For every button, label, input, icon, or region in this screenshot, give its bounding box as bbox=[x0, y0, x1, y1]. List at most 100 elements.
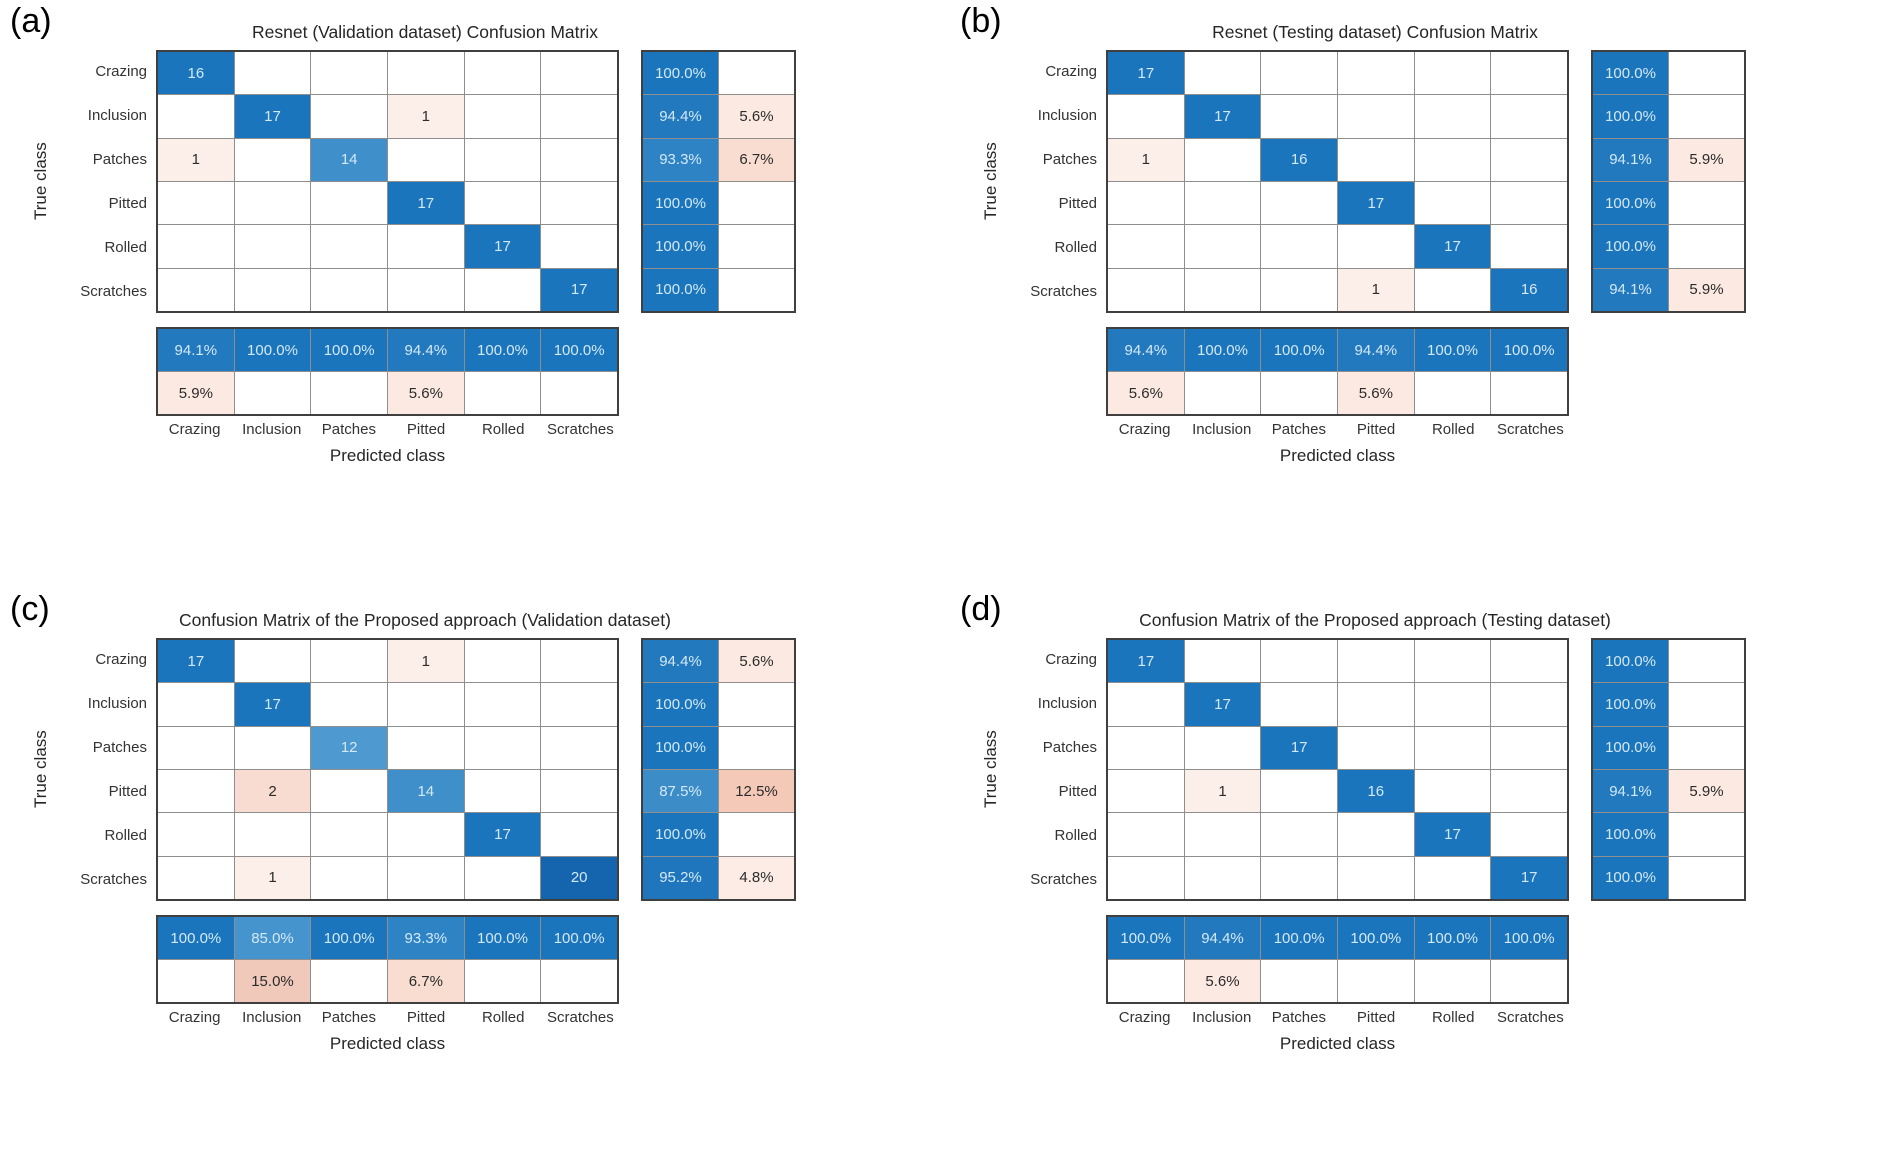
matrix-cell bbox=[1184, 138, 1261, 181]
matrix-cell bbox=[1337, 813, 1414, 856]
matrix-cell: 12 bbox=[311, 726, 387, 769]
row-summary: 94.4% 5.6% 100.0% 100.0% 87.5% 12.5% 100.0% 95.… bbox=[641, 638, 796, 901]
col-summary-error-cell: 5.6% bbox=[1184, 960, 1261, 1002]
matrix-cell bbox=[464, 181, 541, 225]
row-summary-correct-cell: 100.0% bbox=[1593, 95, 1668, 138]
col-summary-error-cell bbox=[1414, 372, 1491, 414]
x-tick-label: Pitted bbox=[1356, 1009, 1396, 1026]
row-summary-correct-cell: 100.0% bbox=[643, 181, 718, 225]
matrix-cell: 17 bbox=[1108, 52, 1184, 95]
matrix-cell bbox=[234, 726, 311, 769]
matrix-cell bbox=[464, 268, 541, 311]
matrix-cell bbox=[311, 268, 387, 311]
matrix-cell bbox=[1337, 225, 1414, 268]
col-summary-correct-cell: 94.4% bbox=[1108, 329, 1184, 371]
matrix-cell bbox=[387, 726, 464, 769]
y-tick-labels: Crazing Inclusion Patches Pitted Rolled Scrat… bbox=[54, 638, 156, 901]
panel-letter-d: (d) bbox=[960, 590, 1002, 628]
matrix-cell bbox=[1261, 225, 1337, 268]
matrix-cell bbox=[1337, 683, 1414, 726]
matrix-cell bbox=[1108, 813, 1184, 856]
matrix-cell bbox=[1337, 52, 1414, 95]
x-tick-label: Rolled bbox=[1431, 421, 1475, 438]
col-summary-error-cell bbox=[1414, 960, 1491, 1002]
row-summary-error-cell bbox=[719, 268, 794, 311]
y-tick-label: Patches bbox=[1042, 739, 1097, 757]
matrix-cell bbox=[1414, 769, 1491, 813]
matrix-cell: 17 bbox=[1414, 225, 1491, 268]
matrix-grid: 16 17 1 1 14 17 17 17 bbox=[156, 50, 619, 313]
matrix-cell: 17 bbox=[1491, 856, 1567, 899]
matrix-cell bbox=[464, 52, 541, 95]
row-summary-error-cell bbox=[719, 52, 794, 95]
x-tick-label: Patches bbox=[321, 421, 376, 438]
col-summary-correct-cell: 100.0% bbox=[541, 329, 617, 371]
matrix-cell bbox=[541, 640, 617, 683]
x-tick-label: Inclusion bbox=[242, 421, 302, 438]
y-tick-label: Pitted bbox=[1058, 194, 1097, 212]
col-summary: 100.0% 85.0% 100.0% 93.3% 100.0% 100.0% 15.0% 6… bbox=[156, 915, 619, 1004]
col-summary-correct-cell: 94.4% bbox=[1337, 329, 1414, 371]
matrix-cell bbox=[1491, 769, 1567, 813]
row-summary-correct-cell: 94.4% bbox=[643, 640, 718, 683]
matrix-cell bbox=[1108, 856, 1184, 899]
matrix-cell bbox=[1414, 640, 1491, 683]
col-summary-error-cell bbox=[311, 960, 387, 1002]
matrix-cell bbox=[311, 813, 387, 856]
confusion-plot-b: Resnet (Testing dataset) Confusion Matri… bbox=[978, 4, 1746, 473]
col-summary-correct-cell: 100.0% bbox=[1414, 329, 1491, 371]
y-tick-label: Scratches bbox=[80, 282, 147, 300]
row-summary-error-cell bbox=[1669, 52, 1744, 95]
panel-c: (c) Confusion Matrix of the Proposed appr… bbox=[0, 588, 950, 1176]
matrix-cell bbox=[464, 856, 541, 899]
col-summary-error-cell bbox=[1491, 372, 1567, 414]
col-summary: 100.0% 94.4% 100.0% 100.0% 100.0% 100.0% 5.6% bbox=[1106, 915, 1569, 1004]
row-summary-correct-cell: 100.0% bbox=[643, 52, 718, 95]
matrix-cell bbox=[1184, 268, 1261, 311]
y-tick-label: Inclusion bbox=[1037, 695, 1097, 713]
col-summary-error-cell bbox=[1337, 960, 1414, 1002]
matrix-cell: 16 bbox=[158, 52, 234, 95]
panel-title: Confusion Matrix of the Proposed approac… bbox=[1139, 610, 1611, 630]
matrix-cell bbox=[1491, 95, 1567, 138]
matrix-cell bbox=[158, 225, 234, 268]
matrix-cell bbox=[541, 769, 617, 813]
row-summary-correct-cell: 100.0% bbox=[643, 726, 718, 769]
matrix-cell bbox=[1184, 813, 1261, 856]
matrix-cell bbox=[1414, 683, 1491, 726]
matrix-cell bbox=[311, 683, 387, 726]
y-tick-label: Inclusion bbox=[87, 695, 147, 713]
matrix-cell bbox=[541, 813, 617, 856]
row-summary-error-cell: 5.9% bbox=[1669, 138, 1744, 181]
row-summary-correct-cell: 94.4% bbox=[643, 95, 718, 138]
matrix-cell: 20 bbox=[541, 856, 617, 899]
x-tick-label: Patches bbox=[321, 1009, 376, 1026]
panel-title: Confusion Matrix of the Proposed approac… bbox=[179, 610, 671, 630]
row-summary-error-cell bbox=[1669, 181, 1744, 225]
matrix-cell: 14 bbox=[387, 769, 464, 813]
matrix-cell bbox=[464, 683, 541, 726]
matrix-cell: 1 bbox=[387, 95, 464, 138]
matrix-cell bbox=[541, 138, 617, 181]
matrix-cell bbox=[1261, 856, 1337, 899]
row-summary-error-cell bbox=[1669, 813, 1744, 856]
matrix-cell: 17 bbox=[1337, 181, 1414, 225]
row-summary-error-cell: 5.6% bbox=[719, 95, 794, 138]
col-summary-error-cell bbox=[541, 372, 617, 414]
matrix-cell bbox=[1337, 95, 1414, 138]
col-summary-error-cell bbox=[158, 960, 234, 1002]
matrix-cell bbox=[311, 225, 387, 268]
matrix-grid: 17 1 17 12 2 14 17 1 20 bbox=[156, 638, 619, 901]
col-summary-correct-cell: 100.0% bbox=[1108, 917, 1184, 959]
row-summary-error-cell: 4.8% bbox=[719, 856, 794, 899]
matrix-cell bbox=[158, 769, 234, 813]
row-summary-error-cell: 5.9% bbox=[1669, 268, 1744, 311]
x-tick-label: Scratches bbox=[547, 421, 614, 438]
col-summary-correct-cell: 100.0% bbox=[1261, 917, 1337, 959]
y-tick-label: Pitted bbox=[1058, 782, 1097, 800]
row-summary-error-cell bbox=[719, 726, 794, 769]
matrix-cell bbox=[1108, 268, 1184, 311]
matrix-cell bbox=[1261, 769, 1337, 813]
panel-letter-a: (a) bbox=[10, 2, 52, 40]
